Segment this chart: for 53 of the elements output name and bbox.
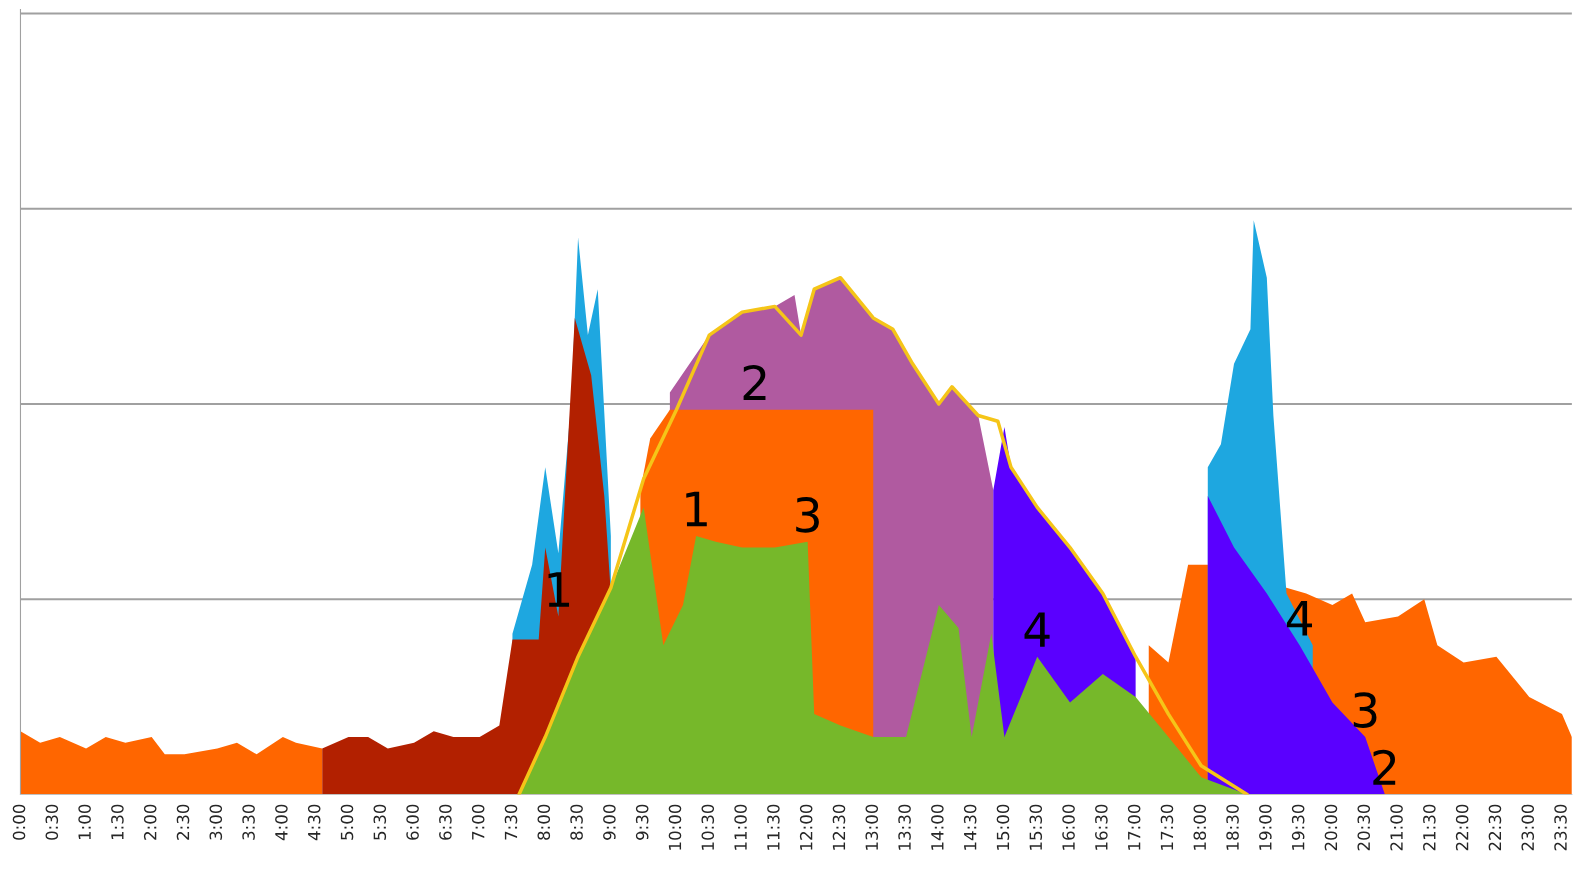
x-tick-label: 12:00 xyxy=(799,804,813,850)
x-tick-label: 8:30 xyxy=(570,804,583,840)
x-tick-label: 0:00 xyxy=(12,804,26,840)
x-tick-label: 4:30 xyxy=(307,804,321,841)
x-tick-label: 21:00 xyxy=(1390,804,1403,851)
x-tick-label: 20:00 xyxy=(1324,804,1338,851)
x-tick-label: 23:30 xyxy=(1554,804,1567,851)
x-tick-label: 8:00 xyxy=(537,804,551,840)
annotation: 4 xyxy=(1024,612,1050,647)
x-tick-label: 16:30 xyxy=(1095,804,1108,850)
x-tick-label: 7:30 xyxy=(504,804,518,840)
x-tick-label: 13:00 xyxy=(865,804,879,850)
x-tick-label: 14:00 xyxy=(931,804,944,850)
x-tick-label: 3:00 xyxy=(209,804,223,840)
x-tick-label: 12:30 xyxy=(832,804,846,850)
x-tick-label: 5:00 xyxy=(340,804,354,840)
x-tick-label: 9:30 xyxy=(635,804,649,840)
x-tick-label: 18:00 xyxy=(1193,804,1207,850)
x-tick-label: 18:30 xyxy=(1226,804,1239,850)
x-tick-label: 11:00 xyxy=(734,804,747,850)
annotation: 3 xyxy=(1353,692,1377,728)
annotation: 2 xyxy=(743,364,766,400)
x-tick-label: 19:00 xyxy=(1259,804,1272,850)
x-tick-label: 10:00 xyxy=(668,804,682,850)
x-tick-label: 17:00 xyxy=(1127,804,1141,850)
x-tick-label: 11:30 xyxy=(767,804,780,850)
x-tick-label: 2:30 xyxy=(176,804,190,840)
x-tick-label: 4:00 xyxy=(275,804,288,841)
x-tick-label: 14:30 xyxy=(963,804,977,850)
x-tick-label: 20:30 xyxy=(1357,804,1371,851)
x-tick-label: 17:30 xyxy=(1160,804,1174,850)
x-tick-label: 13:30 xyxy=(898,804,911,850)
x-tick-label: 7:00 xyxy=(471,804,485,840)
x-tick-label: 21:30 xyxy=(1423,804,1436,851)
x-tick-label: 9:00 xyxy=(603,804,616,840)
x-tick-label: 22:00 xyxy=(1455,804,1469,851)
x-tick-label: 15:30 xyxy=(1029,804,1043,850)
x-tick-label: 2:00 xyxy=(143,804,157,840)
x-tick-label: 5:30 xyxy=(373,804,387,840)
x-tick-label: 19:30 xyxy=(1291,804,1305,850)
x-tick-label: 22:30 xyxy=(1488,804,1502,851)
annotation: 3 xyxy=(796,496,819,533)
x-tick-label: 3:30 xyxy=(242,804,255,840)
x-tick-label: 1:00 xyxy=(78,804,91,840)
x-tick-label: 10:30 xyxy=(701,804,715,850)
x-tick-label: 23:00 xyxy=(1521,804,1535,851)
annotation: 1 xyxy=(686,491,707,527)
x-tick-label: 0:30 xyxy=(45,804,59,840)
x-tick-label: 16:00 xyxy=(1062,804,1075,850)
x-tick-label: 1:30 xyxy=(111,804,124,840)
x-tick-label: 6:30 xyxy=(439,804,452,840)
x-tick-label: 15:00 xyxy=(996,804,1010,850)
x-tick-label: 6:00 xyxy=(406,804,419,840)
